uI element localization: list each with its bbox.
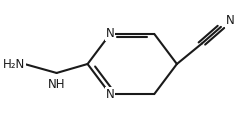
Text: H₂N: H₂N [3, 57, 25, 71]
Text: N: N [106, 27, 114, 40]
Text: N: N [226, 14, 235, 27]
Text: N: N [106, 88, 114, 101]
Text: NH: NH [48, 78, 65, 91]
